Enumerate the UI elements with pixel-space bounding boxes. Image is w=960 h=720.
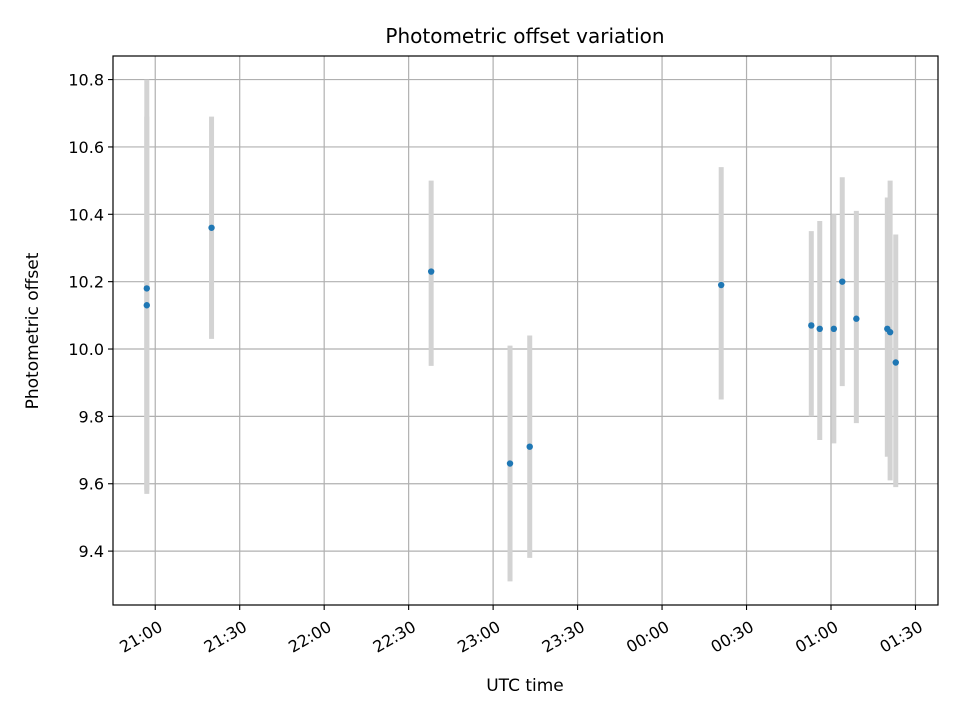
data-point	[892, 359, 899, 366]
x-axis-ticks: 21:00 21:30 22:00 22:30 23:00 23:30 00:00 00:30…	[116, 605, 926, 657]
x-tick-label: 01:30	[876, 617, 925, 657]
data-point	[506, 460, 514, 467]
chart-title: Photometric offset variation	[385, 24, 664, 48]
y-tick-label: 10.4	[68, 205, 104, 224]
point-layer	[143, 224, 899, 467]
plot-frame	[112, 55, 939, 606]
errorbar-layer	[144, 79, 899, 582]
x-tick-label: 21:30	[201, 617, 250, 657]
data-point	[808, 322, 815, 329]
y-tick-label: 10.0	[68, 340, 104, 359]
grid-layer	[113, 56, 938, 605]
data-point	[208, 224, 215, 231]
data-point	[853, 315, 860, 322]
x-tick-label: 00:30	[708, 617, 757, 657]
y-axis-ticks: 9.4 9.6 9.8 10.0 10.2 10.4 10.6 10.8	[68, 71, 113, 561]
data-point	[717, 281, 725, 289]
x-axis-label: UTC time	[486, 676, 564, 696]
x-tick-label: 00:00	[623, 617, 672, 657]
data-point	[427, 268, 435, 275]
y-tick-label: 10.2	[68, 273, 104, 292]
x-tick-label: 22:30	[370, 617, 419, 657]
data-point	[886, 328, 894, 336]
x-tick-label: 23:00	[454, 617, 503, 657]
x-tick-label: 21:00	[116, 617, 165, 657]
x-tick-label: 22:00	[285, 617, 334, 657]
y-tick-label: 9.6	[79, 475, 104, 494]
data-point	[143, 302, 150, 309]
y-tick-label: 10.8	[68, 71, 104, 90]
x-tick-label: 01:00	[792, 617, 841, 657]
y-tick-label: 9.8	[79, 407, 104, 426]
data-point	[526, 443, 533, 450]
data-point	[143, 285, 150, 292]
data-point	[839, 278, 846, 285]
y-tick-label: 10.6	[68, 138, 104, 157]
data-point	[816, 325, 823, 333]
y-tick-label: 9.4	[79, 542, 104, 561]
y-axis-label: Photometric offset	[23, 252, 43, 409]
x-tick-label: 23:30	[539, 617, 588, 657]
data-point	[830, 325, 838, 333]
